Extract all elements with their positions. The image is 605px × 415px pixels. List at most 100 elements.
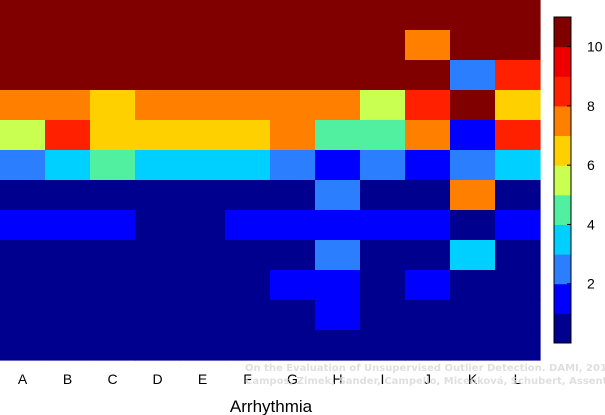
x-tick-label: B xyxy=(63,371,72,387)
heatmap-cells xyxy=(0,0,541,361)
heatmap-cell xyxy=(270,0,316,31)
heatmap-cell xyxy=(405,210,451,241)
heatmap-cell xyxy=(405,90,451,121)
heatmap-cell xyxy=(45,90,91,121)
colorbar-bin xyxy=(554,46,571,77)
heatmap-cell xyxy=(225,0,271,31)
heatmap-cell xyxy=(180,120,226,151)
watermark-line-1: On the Evaluation of Unsupervised Outlie… xyxy=(245,363,605,374)
x-tick-label: E xyxy=(198,371,207,387)
heatmap-cell xyxy=(225,90,271,121)
heatmap-cell xyxy=(135,120,181,151)
colorbar-tick-labels: 2 4 6 8 10 xyxy=(567,39,603,292)
heatmap-cell xyxy=(405,150,451,181)
heatmap-cell xyxy=(315,270,361,301)
heatmap-cell xyxy=(450,240,496,271)
heatmap-cell xyxy=(405,270,451,301)
heatmap-cell xyxy=(225,30,271,61)
heatmap-cell xyxy=(315,90,361,121)
heatmap-cell xyxy=(135,240,181,271)
heatmap-cell xyxy=(360,300,406,331)
heatmap-cell xyxy=(315,0,361,31)
heatmap-cell xyxy=(270,150,316,181)
heatmap-cell xyxy=(135,210,181,241)
heatmap-cell xyxy=(45,300,91,331)
heatmap-cell xyxy=(135,300,181,331)
heatmap-cell xyxy=(495,240,541,271)
colorbar-frame xyxy=(553,16,572,344)
heatmap-cell xyxy=(360,330,406,361)
heatmap-cell xyxy=(135,90,181,121)
colorbar-bin xyxy=(554,194,571,225)
heatmap-cell xyxy=(270,270,316,301)
heatmap-cell xyxy=(315,120,361,151)
heatmap-cell xyxy=(360,180,406,211)
heatmap-cell xyxy=(495,0,541,31)
heatmap-cell xyxy=(360,240,406,271)
heatmap-cell xyxy=(45,120,91,151)
x-tick-label: H xyxy=(332,371,342,387)
colorbar-tick-label: 6 xyxy=(587,157,595,173)
heatmap-cell xyxy=(180,300,226,331)
heatmap-cell xyxy=(315,210,361,241)
heatmap-cell xyxy=(405,60,451,91)
heatmap-cell xyxy=(270,330,316,361)
heatmap-cell xyxy=(180,90,226,121)
x-axis-label: Arrhythmia xyxy=(230,397,313,415)
heatmap-cell xyxy=(450,180,496,211)
x-tick-label: J xyxy=(424,371,431,387)
heatmap-cell xyxy=(315,150,361,181)
heatmap-cell xyxy=(0,210,46,241)
heatmap-cell xyxy=(135,30,181,61)
heatmap-cell xyxy=(135,60,181,91)
heatmap-cell xyxy=(450,120,496,151)
colorbar-tick-label: 2 xyxy=(587,276,595,292)
heatmap-cell xyxy=(90,270,136,301)
heatmap-cell xyxy=(0,270,46,301)
heatmap-cell xyxy=(360,120,406,151)
heatmap-cell xyxy=(45,210,91,241)
heatmap-cell xyxy=(450,270,496,301)
heatmap-cell xyxy=(90,30,136,61)
colorbar-bin xyxy=(554,105,571,137)
heatmap-cell xyxy=(90,0,136,31)
x-tick-label: D xyxy=(152,371,162,387)
watermark-line-2: Campos, Zimek, Sander, Campello, Micenko… xyxy=(245,375,605,387)
heatmap-cell xyxy=(270,300,316,331)
heatmap-cell xyxy=(45,240,91,271)
heatmap-cell xyxy=(315,30,361,61)
heatmap-cell xyxy=(495,150,541,181)
x-tick-label: I xyxy=(381,371,385,387)
heatmap-cell xyxy=(90,300,136,331)
colorbar-bin xyxy=(554,76,571,107)
heatmap-cell xyxy=(495,90,541,121)
heatmap-cell xyxy=(45,180,91,211)
heatmap-cell xyxy=(0,0,46,31)
heatmap-cell xyxy=(495,60,541,91)
heatmap-cell xyxy=(495,180,541,211)
heatmap-cell xyxy=(225,210,271,241)
heatmap-cell xyxy=(315,180,361,211)
heatmap-cell xyxy=(405,30,451,61)
heatmap-cell xyxy=(270,120,316,151)
heatmap-cell xyxy=(180,210,226,241)
heatmap-cell xyxy=(180,60,226,91)
heatmap-cell xyxy=(0,180,46,211)
heatmap-cell xyxy=(405,240,451,271)
heatmap-cell xyxy=(405,120,451,151)
colorbar-bin xyxy=(554,135,571,166)
heatmap-cell xyxy=(0,240,46,271)
colorbar-bin xyxy=(554,313,571,344)
heatmap-cell xyxy=(45,150,91,181)
heatmap-cell xyxy=(90,240,136,271)
heatmap-cell xyxy=(495,330,541,361)
x-tick-label: C xyxy=(107,371,117,387)
heatmap-cell xyxy=(360,150,406,181)
heatmap-cell xyxy=(270,180,316,211)
heatmap-cell xyxy=(360,0,406,31)
heatmap-cell xyxy=(225,60,271,91)
heatmap-cell xyxy=(495,30,541,61)
heatmap-cell xyxy=(0,300,46,331)
heatmap-cell xyxy=(90,60,136,91)
